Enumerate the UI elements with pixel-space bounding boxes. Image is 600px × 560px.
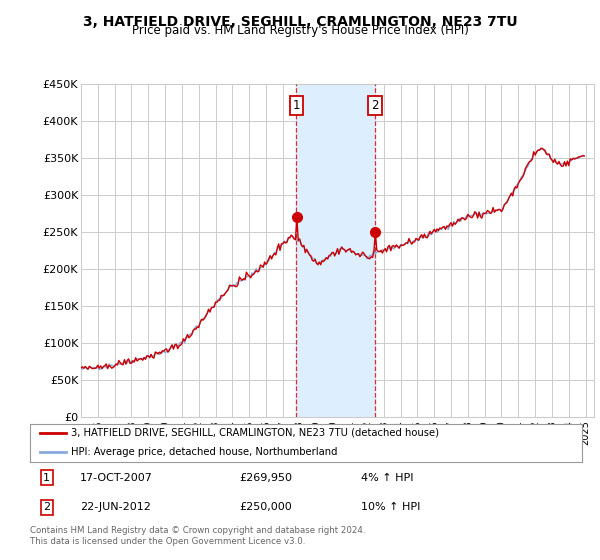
Text: £269,950: £269,950 xyxy=(240,473,293,483)
Text: HPI: Average price, detached house, Northumberland: HPI: Average price, detached house, Nort… xyxy=(71,447,338,458)
Text: 17-OCT-2007: 17-OCT-2007 xyxy=(80,473,152,483)
Text: 22-JUN-2012: 22-JUN-2012 xyxy=(80,502,151,512)
Text: 2: 2 xyxy=(371,99,379,112)
Text: 1: 1 xyxy=(43,473,50,483)
Text: 3, HATFIELD DRIVE, SEGHILL, CRAMLINGTON, NE23 7TU (detached house): 3, HATFIELD DRIVE, SEGHILL, CRAMLINGTON,… xyxy=(71,428,439,438)
Bar xyxy=(296,84,375,417)
Text: Price paid vs. HM Land Registry's House Price Index (HPI): Price paid vs. HM Land Registry's House … xyxy=(131,24,469,37)
Text: 2: 2 xyxy=(43,502,50,512)
Text: 10% ↑ HPI: 10% ↑ HPI xyxy=(361,502,421,512)
Text: 1: 1 xyxy=(293,99,300,112)
Text: Contains HM Land Registry data © Crown copyright and database right 2024.
This d: Contains HM Land Registry data © Crown c… xyxy=(30,526,365,546)
Text: 4% ↑ HPI: 4% ↑ HPI xyxy=(361,473,414,483)
Text: £250,000: £250,000 xyxy=(240,502,293,512)
Text: 3, HATFIELD DRIVE, SEGHILL, CRAMLINGTON, NE23 7TU: 3, HATFIELD DRIVE, SEGHILL, CRAMLINGTON,… xyxy=(83,15,517,29)
